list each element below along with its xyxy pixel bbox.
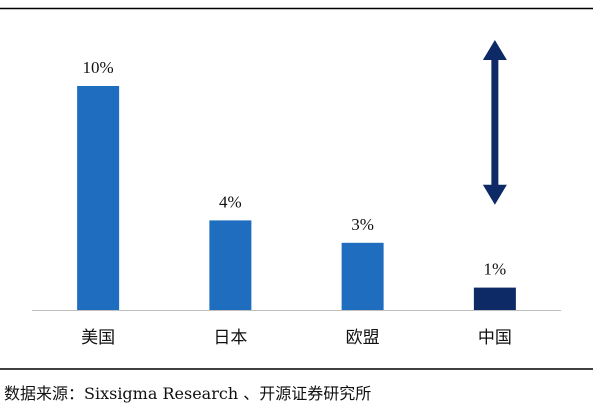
category-label-0: 美国 — [81, 328, 115, 348]
plot-area: 10% 美国 4% 日本 3% 欧盟 1% 中国 — [32, 40, 561, 348]
bar-0 — [77, 86, 120, 310]
category-label-1: 日本 — [213, 328, 247, 348]
value-label-1: 4% — [219, 192, 242, 211]
bar-3 — [473, 287, 516, 310]
value-label-0: 10% — [83, 58, 114, 77]
value-label-2: 3% — [351, 215, 374, 234]
source-note: 数据来源：Sixsigma Research 、开源证券研究所 — [4, 384, 372, 403]
bar-1 — [209, 220, 252, 310]
category-label-2: 欧盟 — [346, 328, 380, 348]
category-label-3: 中国 — [478, 328, 512, 348]
value-label-3: 1% — [484, 260, 507, 279]
double-arrow-annotation — [482, 40, 507, 205]
bar-2 — [341, 242, 384, 310]
